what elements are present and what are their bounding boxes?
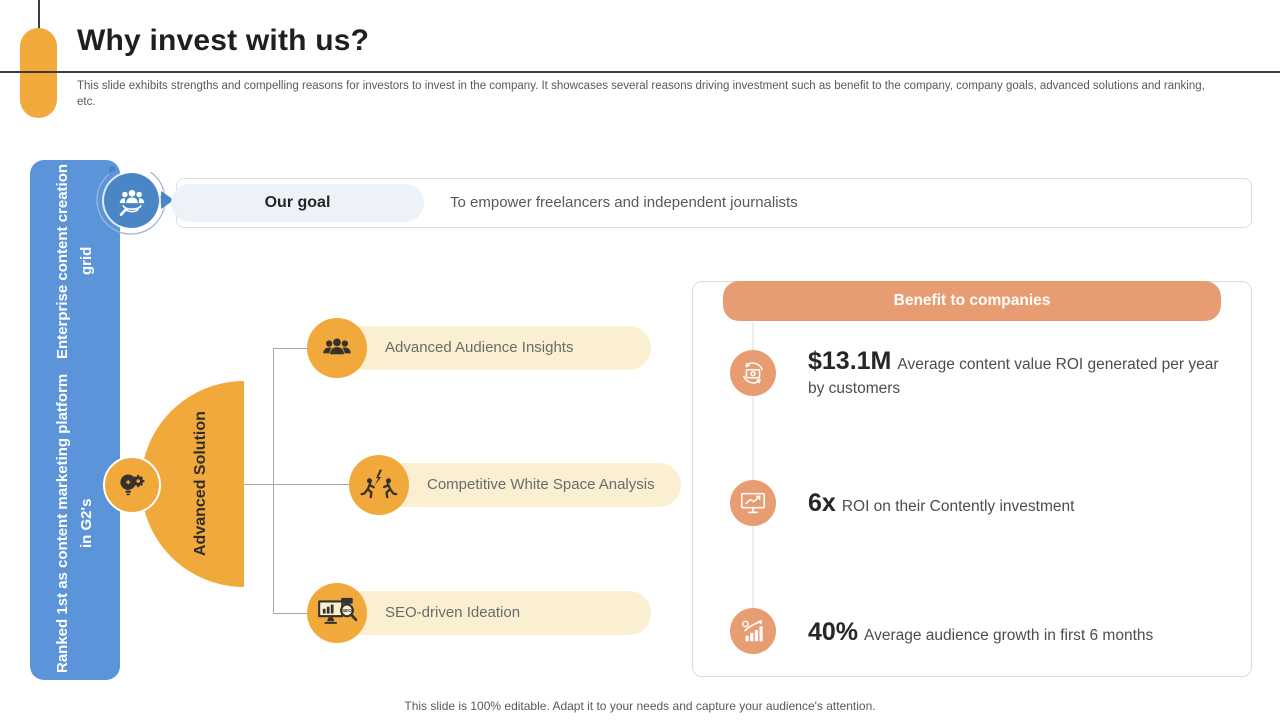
- connector-hub: [244, 484, 274, 485]
- connector-item3: [274, 613, 310, 614]
- benefits-panel: Benefit to companies $13.1M Average conte…: [692, 281, 1252, 677]
- goal-text: To empower freelancers and independent j…: [450, 194, 798, 211]
- benefit-item: $13.1M Average content value ROI generate…: [808, 349, 1220, 401]
- solution-item-seo-driven-ideation: SEO-driven Ideation: [337, 591, 651, 635]
- seo-monitor-icon: SEO: [307, 583, 367, 643]
- monitor-growth-icon: [730, 480, 776, 526]
- solution-item-competitive-white-space-analysis: Competitive White Space Analysis: [379, 463, 681, 507]
- page-title: Why invest with us?: [77, 24, 370, 57]
- connector-item2: [274, 484, 352, 485]
- benefits-header: Benefit to companies: [723, 281, 1221, 321]
- benefit-value: $13.1M: [808, 347, 892, 375]
- benefit-desc: Average content value ROI generated per …: [808, 356, 1219, 397]
- title-accent-line: [38, 0, 40, 32]
- benefits-timeline: [752, 322, 754, 630]
- ranking-ribbon: Ranked 1st as content marketing platform…: [30, 160, 120, 680]
- advanced-solution-label: Advanced Solution: [192, 411, 209, 557]
- audience-group-icon: [307, 318, 367, 378]
- ranking-ribbon-line2: Enterprise content creation grid: [54, 163, 95, 359]
- solution-item-advanced-audience-insights: Advanced Audience Insights: [337, 326, 651, 370]
- page-subtitle: This slide exhibits strengths and compel…: [77, 80, 1205, 108]
- seo-lens-label: SEO: [342, 608, 352, 613]
- benefit-desc: ROI on their Contently investment: [841, 498, 1075, 515]
- audience-search-icon: [104, 173, 159, 228]
- title-accent-pill: [20, 28, 57, 118]
- competition-runners-icon: [349, 455, 409, 515]
- benefit-value: 40%: [808, 618, 859, 646]
- benefit-desc: Average audience growth in first 6 month…: [864, 627, 1154, 644]
- goal-label: Our goal: [171, 184, 424, 222]
- benefit-item: 40% Average audience growth in first 6 mo…: [808, 620, 1220, 648]
- connector-vertical: [273, 348, 274, 614]
- benefit-value: 6x: [808, 489, 836, 517]
- benefit-item: 6x ROI on their Contently investment: [808, 491, 1220, 519]
- money-roi-icon: [730, 350, 776, 396]
- bar-growth-icon: [730, 608, 776, 654]
- connector-item1: [274, 348, 310, 349]
- ranking-ribbon-line1: Ranked 1st as content marketing platform…: [54, 373, 95, 673]
- header-divider: [0, 71, 1280, 73]
- idea-gear-icon: [103, 456, 161, 514]
- slide-footer: This slide is 100% editable. Adapt it to…: [404, 699, 876, 713]
